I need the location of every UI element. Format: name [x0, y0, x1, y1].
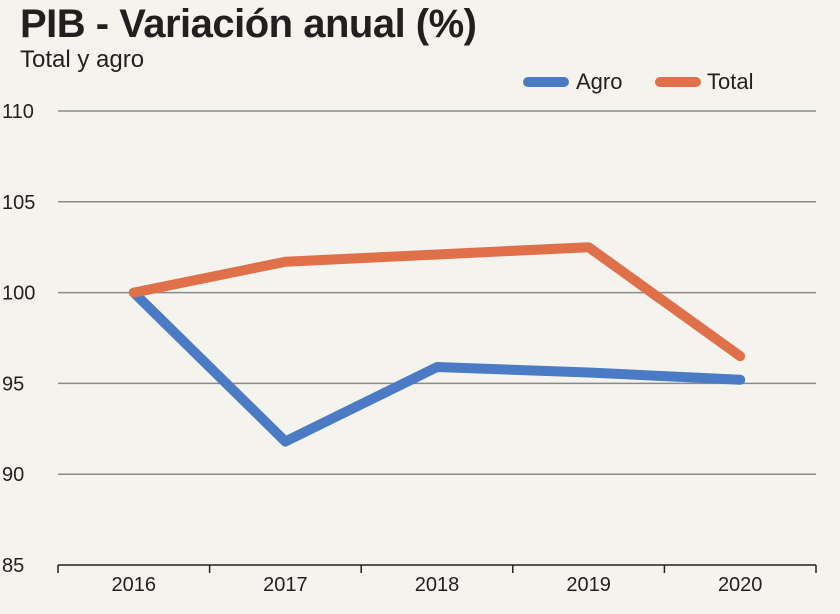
x-tick-label: 2016 [112, 574, 157, 596]
legend-label-total: Total [707, 69, 753, 94]
x-tick-label: 2019 [566, 574, 611, 596]
x-tick-label: 2017 [263, 574, 308, 596]
series-lines [128, 242, 746, 447]
y-tick-label: 90 [2, 464, 24, 486]
x-axis: 2016 2017 2018 2019 2020 [57, 564, 817, 596]
gridlines [58, 110, 816, 475]
y-tick-label: 95 [2, 373, 24, 395]
x-tick-label: 2018 [415, 574, 460, 596]
legend: Agro Total [523, 69, 753, 94]
x-tick-label: 2020 [718, 574, 763, 596]
legend-label-agro: Agro [576, 69, 622, 94]
chart-subtitle: Total y agro [20, 46, 145, 73]
y-tick-label: 105 [2, 192, 35, 214]
y-tick-label: 110 [2, 101, 34, 123]
series-line-total [128, 242, 746, 362]
chart-title: PIB - Variación anual (%) [20, 2, 477, 46]
y-axis-ticks: 85 90 95 100 105 110 [2, 101, 35, 577]
y-tick-label: 85 [2, 555, 24, 577]
series-line-agro [128, 287, 746, 447]
y-tick-label: 100 [2, 283, 35, 305]
